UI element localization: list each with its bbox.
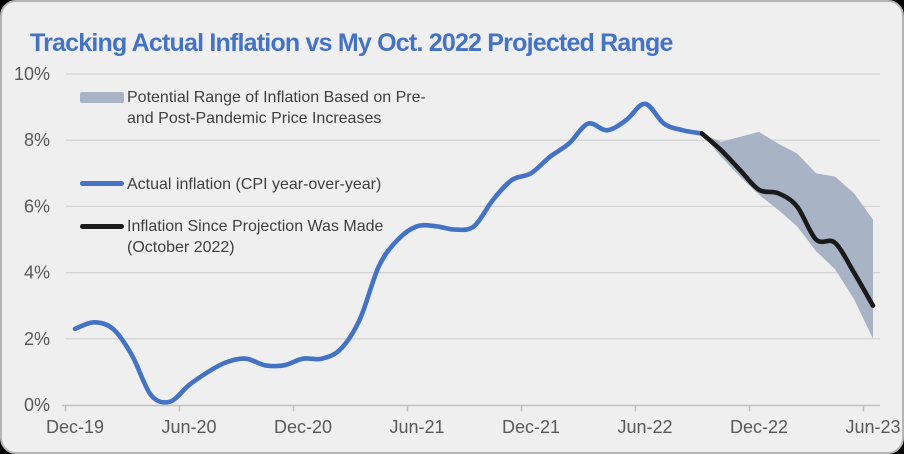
x-tick-label: Dec-20: [274, 417, 332, 437]
y-axis-labels: 0% 2% 4% 6% 8% 10%: [14, 64, 50, 415]
y-tick-label: 2%: [24, 329, 50, 349]
x-axis-labels: Dec-19 Jun-20 Dec-20 Jun-21 Dec-21 Jun-22 Dec-…: [46, 417, 901, 437]
y-tick-label: 6%: [24, 196, 50, 216]
y-tick-label: 4%: [24, 263, 50, 283]
x-tick-label: Jun-23: [845, 417, 900, 437]
x-tick-label: Jun-22: [617, 417, 672, 437]
x-tick-label: Dec-19: [46, 417, 104, 437]
x-tick-label: Jun-21: [389, 417, 444, 437]
projected-range-legend-swatch: [80, 92, 124, 103]
x-tick-label: Jun-20: [161, 417, 216, 437]
projected-range-band: [702, 131, 873, 339]
y-tick-label: 0%: [24, 395, 50, 415]
projection-legend-swatch: [80, 224, 124, 229]
y-tick-label: 10%: [14, 64, 50, 84]
projection-period-actual-line: [699, 131, 876, 308]
x-tick-label: Dec-22: [730, 417, 788, 437]
chart-title: Tracking Actual Inflation vs My Oct. 202…: [30, 29, 673, 57]
actual-inflation-line: [72, 101, 705, 405]
gridlines: [66, 73, 880, 340]
x-axis: [62, 404, 880, 412]
y-tick-label: 8%: [24, 130, 50, 150]
projection-legend-label: Inflation Since Projection Was Made (Oct…: [127, 218, 384, 256]
actual-inflation-legend-label: Actual inflation (CPI year-over-year): [127, 176, 382, 193]
actual-inflation-legend-swatch: [80, 181, 124, 186]
x-tick-label: Dec-21: [502, 417, 560, 437]
projected-range-legend-label: Potential Range of Inflation Based on Pr…: [127, 89, 426, 127]
